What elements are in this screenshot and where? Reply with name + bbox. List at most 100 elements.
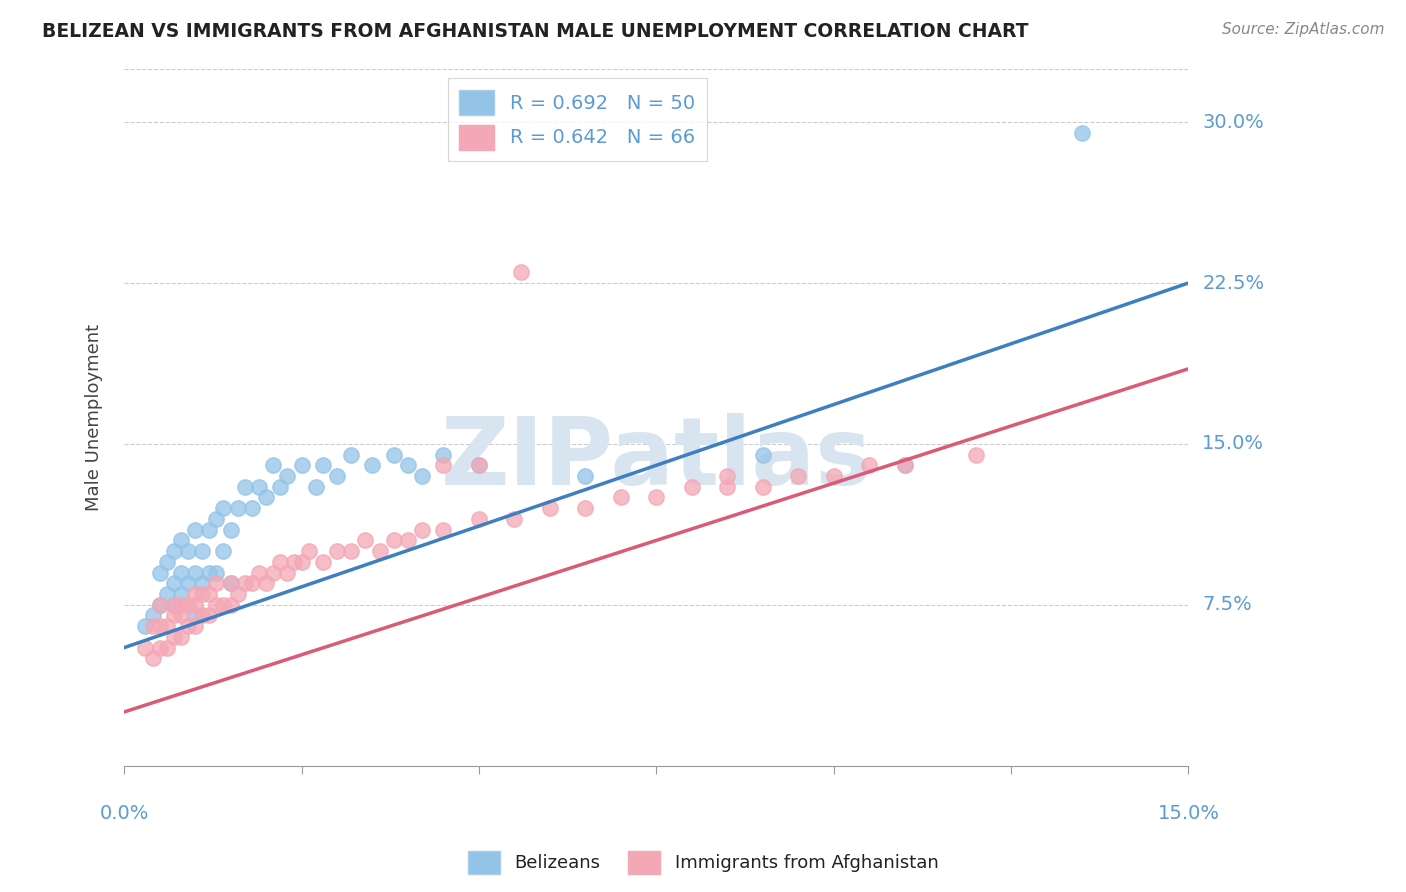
Point — [751, 480, 773, 494]
Text: ZIPatlas: ZIPatlas — [440, 413, 872, 505]
Point — [361, 458, 384, 473]
Point — [219, 576, 242, 591]
Point — [163, 544, 186, 558]
Point — [170, 630, 193, 644]
Point — [212, 544, 235, 558]
Point — [170, 608, 193, 623]
Point — [396, 533, 419, 548]
Point — [149, 640, 172, 655]
Point — [681, 480, 703, 494]
Point — [269, 555, 291, 569]
Point — [1071, 126, 1094, 140]
Point — [163, 630, 186, 644]
Point — [396, 458, 419, 473]
Point — [205, 598, 228, 612]
Point — [312, 458, 335, 473]
Point — [240, 576, 263, 591]
Point — [247, 480, 270, 494]
Text: 15.0%: 15.0% — [1157, 805, 1219, 823]
Point — [198, 566, 221, 580]
Point — [177, 598, 200, 612]
Point — [212, 501, 235, 516]
Point — [177, 619, 200, 633]
Point — [574, 469, 596, 483]
Point — [141, 608, 163, 623]
Point — [283, 555, 305, 569]
Point — [156, 587, 179, 601]
Text: 22.5%: 22.5% — [1202, 274, 1264, 293]
Point — [198, 608, 221, 623]
Point — [170, 587, 193, 601]
Point — [163, 576, 186, 591]
Point — [269, 480, 291, 494]
Legend: R = 0.692   N = 50, R = 0.642   N = 66: R = 0.692 N = 50, R = 0.642 N = 66 — [449, 78, 707, 161]
Point — [184, 598, 207, 612]
Text: 15.0%: 15.0% — [1202, 434, 1264, 453]
Point — [893, 458, 915, 473]
Point — [184, 523, 207, 537]
Point — [156, 619, 179, 633]
Point — [716, 480, 738, 494]
Point — [134, 619, 156, 633]
Point — [212, 598, 235, 612]
Point — [468, 458, 491, 473]
Point — [290, 555, 312, 569]
Point — [170, 566, 193, 580]
Point — [226, 587, 249, 601]
Point — [411, 523, 433, 537]
Point — [226, 501, 249, 516]
Point — [191, 576, 214, 591]
Point — [276, 566, 298, 580]
Legend: Belizeans, Immigrants from Afghanistan: Belizeans, Immigrants from Afghanistan — [458, 842, 948, 883]
Point — [134, 640, 156, 655]
Point — [276, 469, 298, 483]
Point — [305, 480, 328, 494]
Point — [382, 448, 405, 462]
Point — [219, 576, 242, 591]
Point — [170, 533, 193, 548]
Point — [205, 576, 228, 591]
Point — [787, 469, 810, 483]
Point — [163, 598, 186, 612]
Point — [156, 640, 179, 655]
Point — [610, 491, 633, 505]
Point — [510, 265, 533, 279]
Point — [411, 469, 433, 483]
Point — [468, 458, 491, 473]
Point — [354, 533, 377, 548]
Point — [219, 598, 242, 612]
Point — [191, 587, 214, 601]
Text: 7.5%: 7.5% — [1202, 595, 1253, 615]
Point — [240, 501, 263, 516]
Point — [184, 566, 207, 580]
Point — [432, 458, 454, 473]
Point — [184, 608, 207, 623]
Point — [893, 458, 915, 473]
Point — [382, 533, 405, 548]
Point — [163, 608, 186, 623]
Text: BELIZEAN VS IMMIGRANTS FROM AFGHANISTAN MALE UNEMPLOYMENT CORRELATION CHART: BELIZEAN VS IMMIGRANTS FROM AFGHANISTAN … — [42, 22, 1029, 41]
Point — [751, 448, 773, 462]
Point — [503, 512, 526, 526]
Point — [368, 544, 391, 558]
Y-axis label: Male Unemployment: Male Unemployment — [86, 324, 103, 510]
Point — [163, 598, 186, 612]
Point — [538, 501, 561, 516]
Point — [340, 448, 363, 462]
Point — [262, 566, 284, 580]
Point — [312, 555, 335, 569]
Text: 0.0%: 0.0% — [100, 805, 149, 823]
Point — [574, 501, 596, 516]
Point — [156, 555, 179, 569]
Point — [858, 458, 880, 473]
Point — [254, 491, 277, 505]
Point — [432, 523, 454, 537]
Point — [191, 608, 214, 623]
Point — [149, 566, 172, 580]
Point — [141, 619, 163, 633]
Point — [149, 619, 172, 633]
Point — [141, 651, 163, 665]
Point — [149, 598, 172, 612]
Point — [965, 448, 987, 462]
Point — [198, 587, 221, 601]
